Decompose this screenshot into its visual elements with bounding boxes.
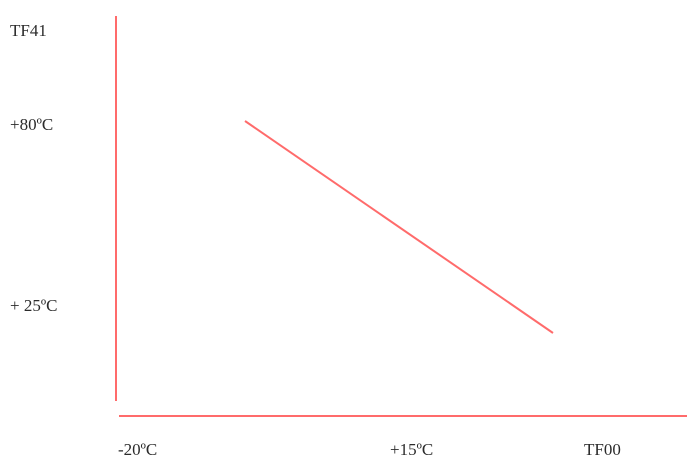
y-axis-title: TF41 — [10, 21, 47, 40]
x-tick-label: -20ºC — [118, 440, 158, 459]
x-tick-label: +15ºC — [390, 440, 434, 459]
x-axis-title: TF00 — [584, 440, 621, 459]
y-tick-label: + 25ºC — [10, 296, 58, 315]
series-line-segment — [244, 120, 554, 334]
series-layer — [244, 120, 554, 334]
y-tick-label: +80ºC — [10, 115, 54, 134]
